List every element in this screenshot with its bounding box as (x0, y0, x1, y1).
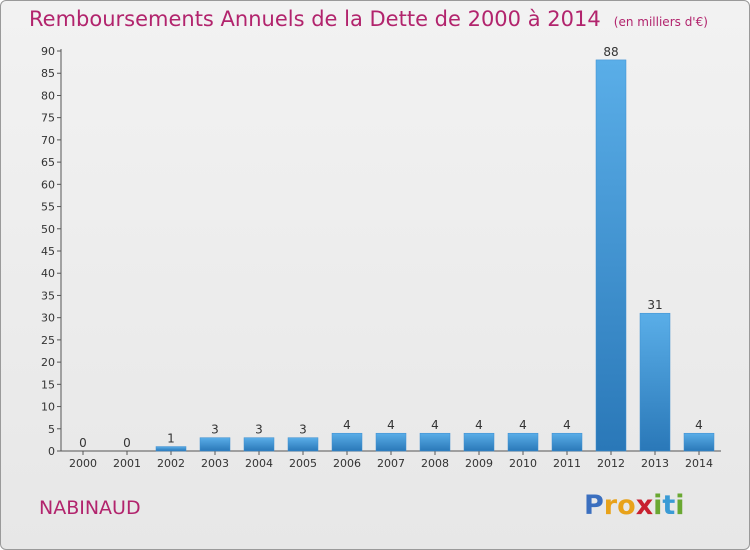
bar-2005 (287, 437, 319, 452)
bar-2002 (155, 446, 187, 452)
y-tick-label: 5 (48, 423, 55, 436)
x-tick-label: 2007 (377, 457, 405, 470)
bar-2011 (551, 432, 583, 452)
logo-letter: o (617, 490, 636, 521)
bar-value-label: 31 (647, 298, 662, 312)
y-tick-label: 80 (41, 89, 55, 102)
logo-letter: i (675, 490, 685, 521)
bar-2007 (375, 432, 407, 452)
y-tick-label: 30 (41, 312, 55, 325)
y-tick-label: 20 (41, 356, 55, 369)
y-tick-label: 15 (41, 378, 55, 391)
y-tick-label: 0 (48, 445, 55, 458)
bar-value-label: 3 (299, 423, 307, 437)
bar-2004 (243, 437, 275, 452)
y-tick-label: 50 (41, 223, 55, 236)
logo-letter: t (662, 490, 676, 521)
bar-value-label: 1 (167, 432, 175, 446)
bar-2012 (595, 59, 627, 452)
y-tick-label: 70 (41, 134, 55, 147)
x-tick-label: 2011 (553, 457, 581, 470)
bar-value-label: 4 (431, 418, 439, 432)
y-tick-label: 90 (41, 45, 55, 58)
x-tick-label: 2012 (597, 457, 625, 470)
bar-2006 (331, 432, 363, 452)
chart-title-block: Remboursements Annuels de la Dette de 20… (29, 7, 708, 31)
logo-letter: r (603, 490, 618, 521)
x-tick-label: 2003 (201, 457, 229, 470)
y-tick-label: 35 (41, 289, 55, 302)
bar-value-label: 4 (695, 418, 703, 432)
y-tick-label: 65 (41, 156, 55, 169)
x-tick-label: 2000 (69, 457, 97, 470)
y-tick-label: 75 (41, 112, 55, 125)
bar-2013 (639, 312, 671, 452)
bar-2010 (507, 432, 539, 452)
bar-value-label: 4 (343, 418, 351, 432)
x-tick-label: 2006 (333, 457, 361, 470)
x-tick-label: 2014 (685, 457, 713, 470)
bar-2008 (419, 432, 451, 452)
bar-2009 (463, 432, 495, 452)
bar-2003 (199, 437, 231, 452)
y-tick-label: 40 (41, 267, 55, 280)
bar-value-label: 0 (123, 436, 131, 450)
bar-value-label: 3 (211, 423, 219, 437)
x-tick-label: 2010 (509, 457, 537, 470)
y-tick-label: 55 (41, 201, 55, 214)
chart-subtitle: (en milliers d'€) (613, 15, 708, 29)
bar-value-label: 4 (563, 418, 571, 432)
bar-value-label: 4 (519, 418, 527, 432)
x-tick-label: 2001 (113, 457, 141, 470)
bar-2014 (683, 432, 715, 452)
logo-letter: P (584, 490, 604, 521)
x-tick-label: 2004 (245, 457, 273, 470)
x-tick-label: 2008 (421, 457, 449, 470)
chart-title: Remboursements Annuels de la Dette de 20… (29, 7, 601, 31)
x-tick-label: 2013 (641, 457, 669, 470)
proxiti-logo: Proxiti (584, 490, 685, 521)
x-tick-label: 2005 (289, 457, 317, 470)
y-tick-label: 60 (41, 178, 55, 191)
y-tick-label: 25 (41, 334, 55, 347)
bar-value-label: 88 (603, 45, 618, 59)
x-tick-label: 2009 (465, 457, 493, 470)
y-tick-label: 85 (41, 67, 55, 80)
bar-value-label: 3 (255, 423, 263, 437)
y-tick-label: 10 (41, 401, 55, 414)
bar-value-label: 4 (387, 418, 395, 432)
commune-name: NABINAUD (39, 497, 141, 519)
bar-value-label: 4 (475, 418, 483, 432)
x-tick-label: 2002 (157, 457, 185, 470)
logo-letter: i (653, 490, 663, 521)
bar-value-label: 0 (79, 436, 87, 450)
logo-letter: x (635, 490, 654, 521)
y-tick-label: 45 (41, 245, 55, 258)
